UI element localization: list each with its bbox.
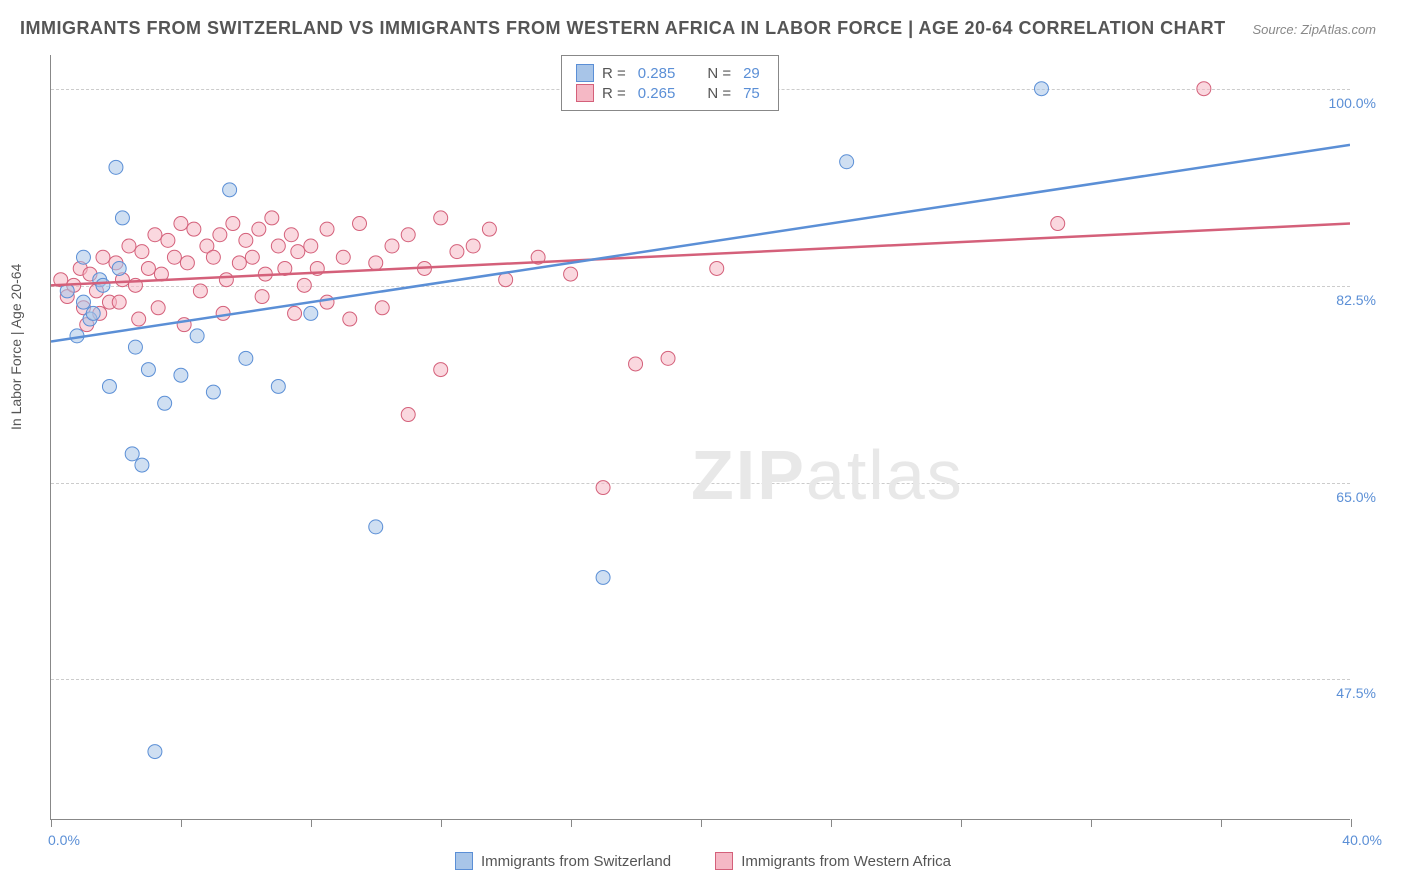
y-axis-label: In Labor Force | Age 20-64 xyxy=(8,264,24,430)
x-axis-start-label: 0.0% xyxy=(48,832,80,848)
chart-title: IMMIGRANTS FROM SWITZERLAND VS IMMIGRANT… xyxy=(20,18,1226,39)
legend-label-switzerland: Immigrants from Switzerland xyxy=(481,853,671,870)
legend-label-western-africa: Immigrants from Western Africa xyxy=(741,853,951,870)
legend-item-western-africa: Immigrants from Western Africa xyxy=(715,852,951,870)
legend-swatch-icon xyxy=(715,852,733,870)
x-axis-end-label: 40.0% xyxy=(1342,832,1382,848)
legend-item-switzerland: Immigrants from Switzerland xyxy=(455,852,671,870)
chart-svg xyxy=(51,55,1350,819)
series-legend: Immigrants from Switzerland Immigrants f… xyxy=(0,852,1406,874)
chart-plot-area: ZIPatlas R = 0.285 N = 29 R = 0.265 N = … xyxy=(50,55,1350,820)
source-attribution: Source: ZipAtlas.com xyxy=(1252,22,1376,37)
legend-swatch-icon xyxy=(455,852,473,870)
